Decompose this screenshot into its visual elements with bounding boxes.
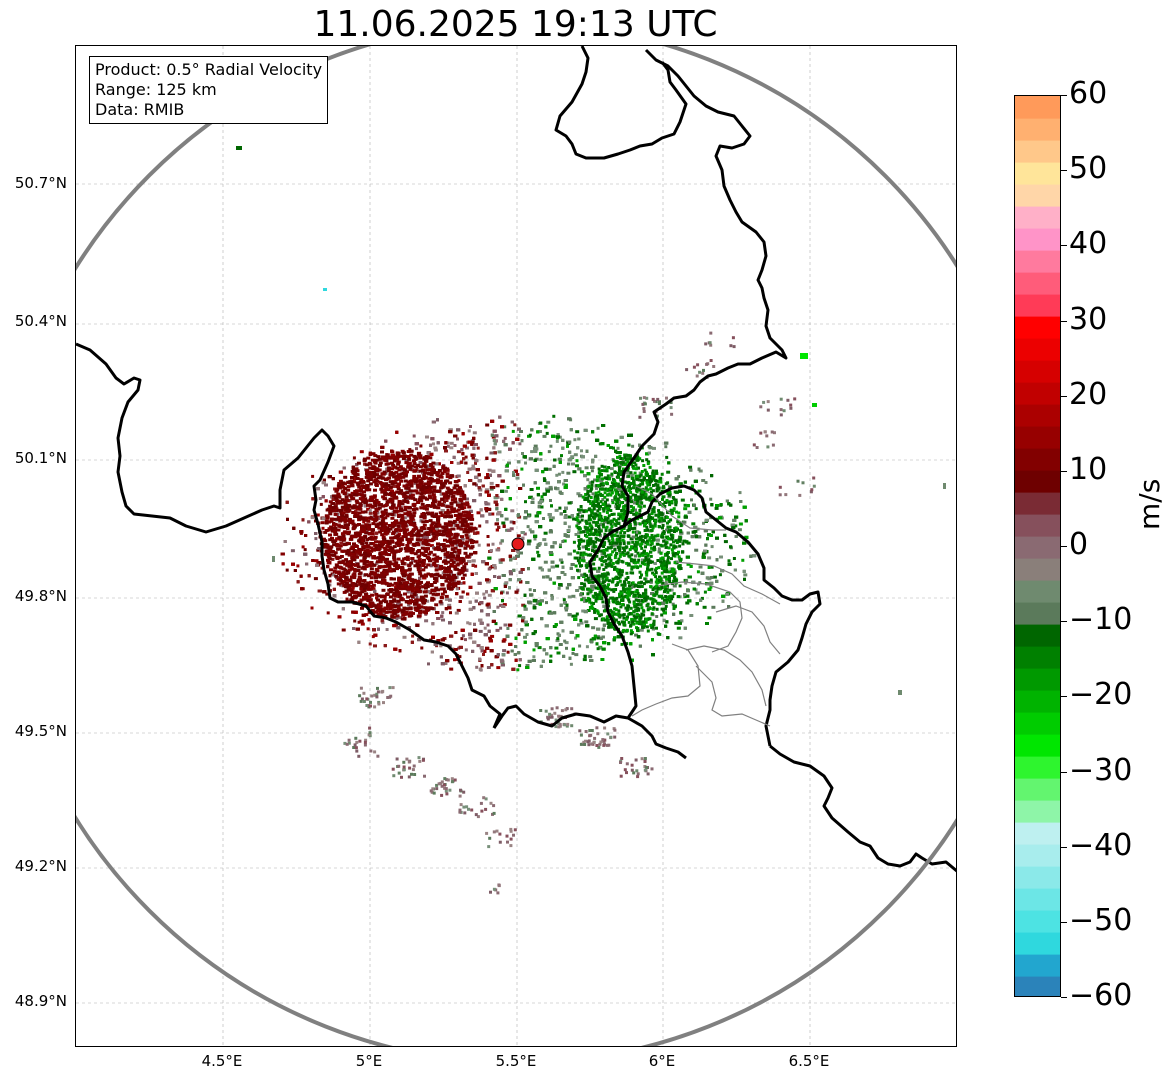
range-label: Range: 125 km [95, 80, 217, 99]
colorbar-step [1015, 976, 1060, 996]
colorbar-step [1015, 712, 1060, 735]
lat-tick-48.9: 48.9°N [14, 992, 67, 1010]
colorbar-tick-mark [1061, 546, 1067, 547]
colorbar-tick-label: 30 [1069, 301, 1108, 337]
border-be-lu-north [492, 704, 687, 760]
lat-tick-50.4: 50.4°N [14, 312, 67, 330]
colorbar-step [1015, 844, 1060, 867]
colorbar-tick-mark [1061, 95, 1067, 96]
colorbar-step [1015, 756, 1060, 779]
lat-tick-49.2: 49.2°N [14, 857, 67, 875]
colorbar-tick-mark [1061, 320, 1067, 322]
colorbar-tick-label: 50 [1069, 151, 1108, 187]
colorbar-tick-mark [1061, 470, 1067, 472]
country-borders [76, 46, 956, 873]
radar-site-marker[interactable] [511, 537, 525, 551]
colorbar-step [1015, 734, 1060, 757]
colorbar-step [1015, 96, 1060, 119]
lat-tick-50.1: 50.1°N [14, 449, 67, 467]
colorbar-step [1015, 778, 1060, 801]
colorbar-gradient [1015, 96, 1060, 996]
colorbar-tick-mark [1061, 696, 1067, 698]
lon-tick-6: 6°E [648, 1052, 676, 1070]
lat-tick-49.5: 49.5°N [14, 722, 67, 740]
colorbar-tick-label: 20 [1069, 376, 1108, 412]
product-label: Product: 0.5° Radial Velocity [95, 60, 323, 79]
colorbar-step [1015, 272, 1060, 295]
colorbar-step [1015, 514, 1060, 537]
colorbar-step [1015, 140, 1060, 163]
colorbar-tick-mark [1061, 395, 1067, 397]
data-source-label: Data: RMIB [95, 100, 185, 119]
colorbar-step [1015, 800, 1060, 823]
admin-borders [631, 485, 781, 727]
colorbar-step [1015, 228, 1060, 251]
map-title: 11.06.2025 19:13 UTC [313, 4, 718, 45]
colorbar-step [1015, 822, 1060, 845]
border-lu-fr-south [769, 744, 956, 873]
colorbar-tick-label: −10 [1069, 602, 1133, 638]
colorbar-tick-label: 60 [1069, 76, 1108, 111]
colorbar-step [1015, 646, 1060, 669]
colorbar-tick-mark [1061, 846, 1067, 848]
colorbar-step [1015, 316, 1060, 339]
border-be-fr-west [76, 342, 502, 729]
colorbar-step [1015, 382, 1060, 405]
colorbar-step [1015, 162, 1060, 185]
colorbar-step [1015, 426, 1060, 449]
colorbar-unit-label: m/s [1133, 478, 1166, 530]
lat-tick-50.7: 50.7°N [14, 174, 67, 192]
colorbar-step [1015, 954, 1060, 977]
radar-map[interactable] [75, 45, 957, 1047]
colorbar-tick-label: −40 [1069, 827, 1133, 863]
colorbar-step [1015, 470, 1060, 493]
colorbar-step [1015, 536, 1060, 559]
colorbar-step [1015, 932, 1060, 955]
border-lu-de [588, 484, 822, 747]
colorbar-step [1015, 294, 1060, 317]
colorbar-tick-mark [1061, 170, 1067, 172]
lon-tick-5: 5°E [355, 1052, 383, 1070]
colorbar-step [1015, 558, 1060, 581]
lon-tick-4.5: 4.5°E [201, 1052, 243, 1070]
colorbar-tick-label: −50 [1069, 902, 1133, 938]
colorbar-tick-label: −20 [1069, 677, 1133, 713]
colorbar-tick-label: 10 [1069, 451, 1108, 487]
border-de-nl [554, 46, 688, 160]
colorbar-tick-mark [1061, 997, 1067, 998]
lon-tick-5.5: 5.5°E [495, 1052, 537, 1070]
radar-map-canvas [76, 46, 956, 1046]
colorbar-tick-label: −60 [1069, 978, 1133, 1013]
colorbar-step [1015, 580, 1060, 603]
border-be-de-east [620, 48, 788, 527]
colorbar-step [1015, 910, 1060, 933]
velocity-echoes [236, 146, 946, 895]
product-info-box: Product: 0.5° Radial Velocity Range: 125… [89, 56, 329, 124]
colorbar-step [1015, 206, 1060, 229]
colorbar-step [1015, 404, 1060, 427]
colorbar-tick-label: −30 [1069, 752, 1133, 788]
colorbar-step [1015, 690, 1060, 713]
colorbar-step [1015, 866, 1060, 889]
colorbar-tick-label: 0 [1069, 527, 1089, 562]
colorbar-tick-mark [1061, 621, 1067, 623]
colorbar-step [1015, 602, 1060, 625]
colorbar-step [1015, 338, 1060, 361]
velocity-colorbar [1014, 95, 1061, 997]
colorbar-step [1015, 448, 1060, 471]
colorbar-tick-mark [1061, 245, 1067, 247]
colorbar-step [1015, 492, 1060, 515]
colorbar-step [1015, 118, 1060, 141]
lon-tick-6.5: 6.5°E [788, 1052, 830, 1070]
colorbar-tick-label: 40 [1069, 226, 1108, 262]
colorbar-step [1015, 624, 1060, 647]
colorbar-step [1015, 360, 1060, 383]
colorbar-tick-mark [1061, 921, 1067, 923]
colorbar-step [1015, 888, 1060, 911]
colorbar-step [1015, 250, 1060, 273]
colorbar-step [1015, 668, 1060, 691]
colorbar-step [1015, 184, 1060, 207]
lat-tick-49.8: 49.8°N [14, 587, 67, 605]
colorbar-tick-mark [1061, 771, 1067, 773]
